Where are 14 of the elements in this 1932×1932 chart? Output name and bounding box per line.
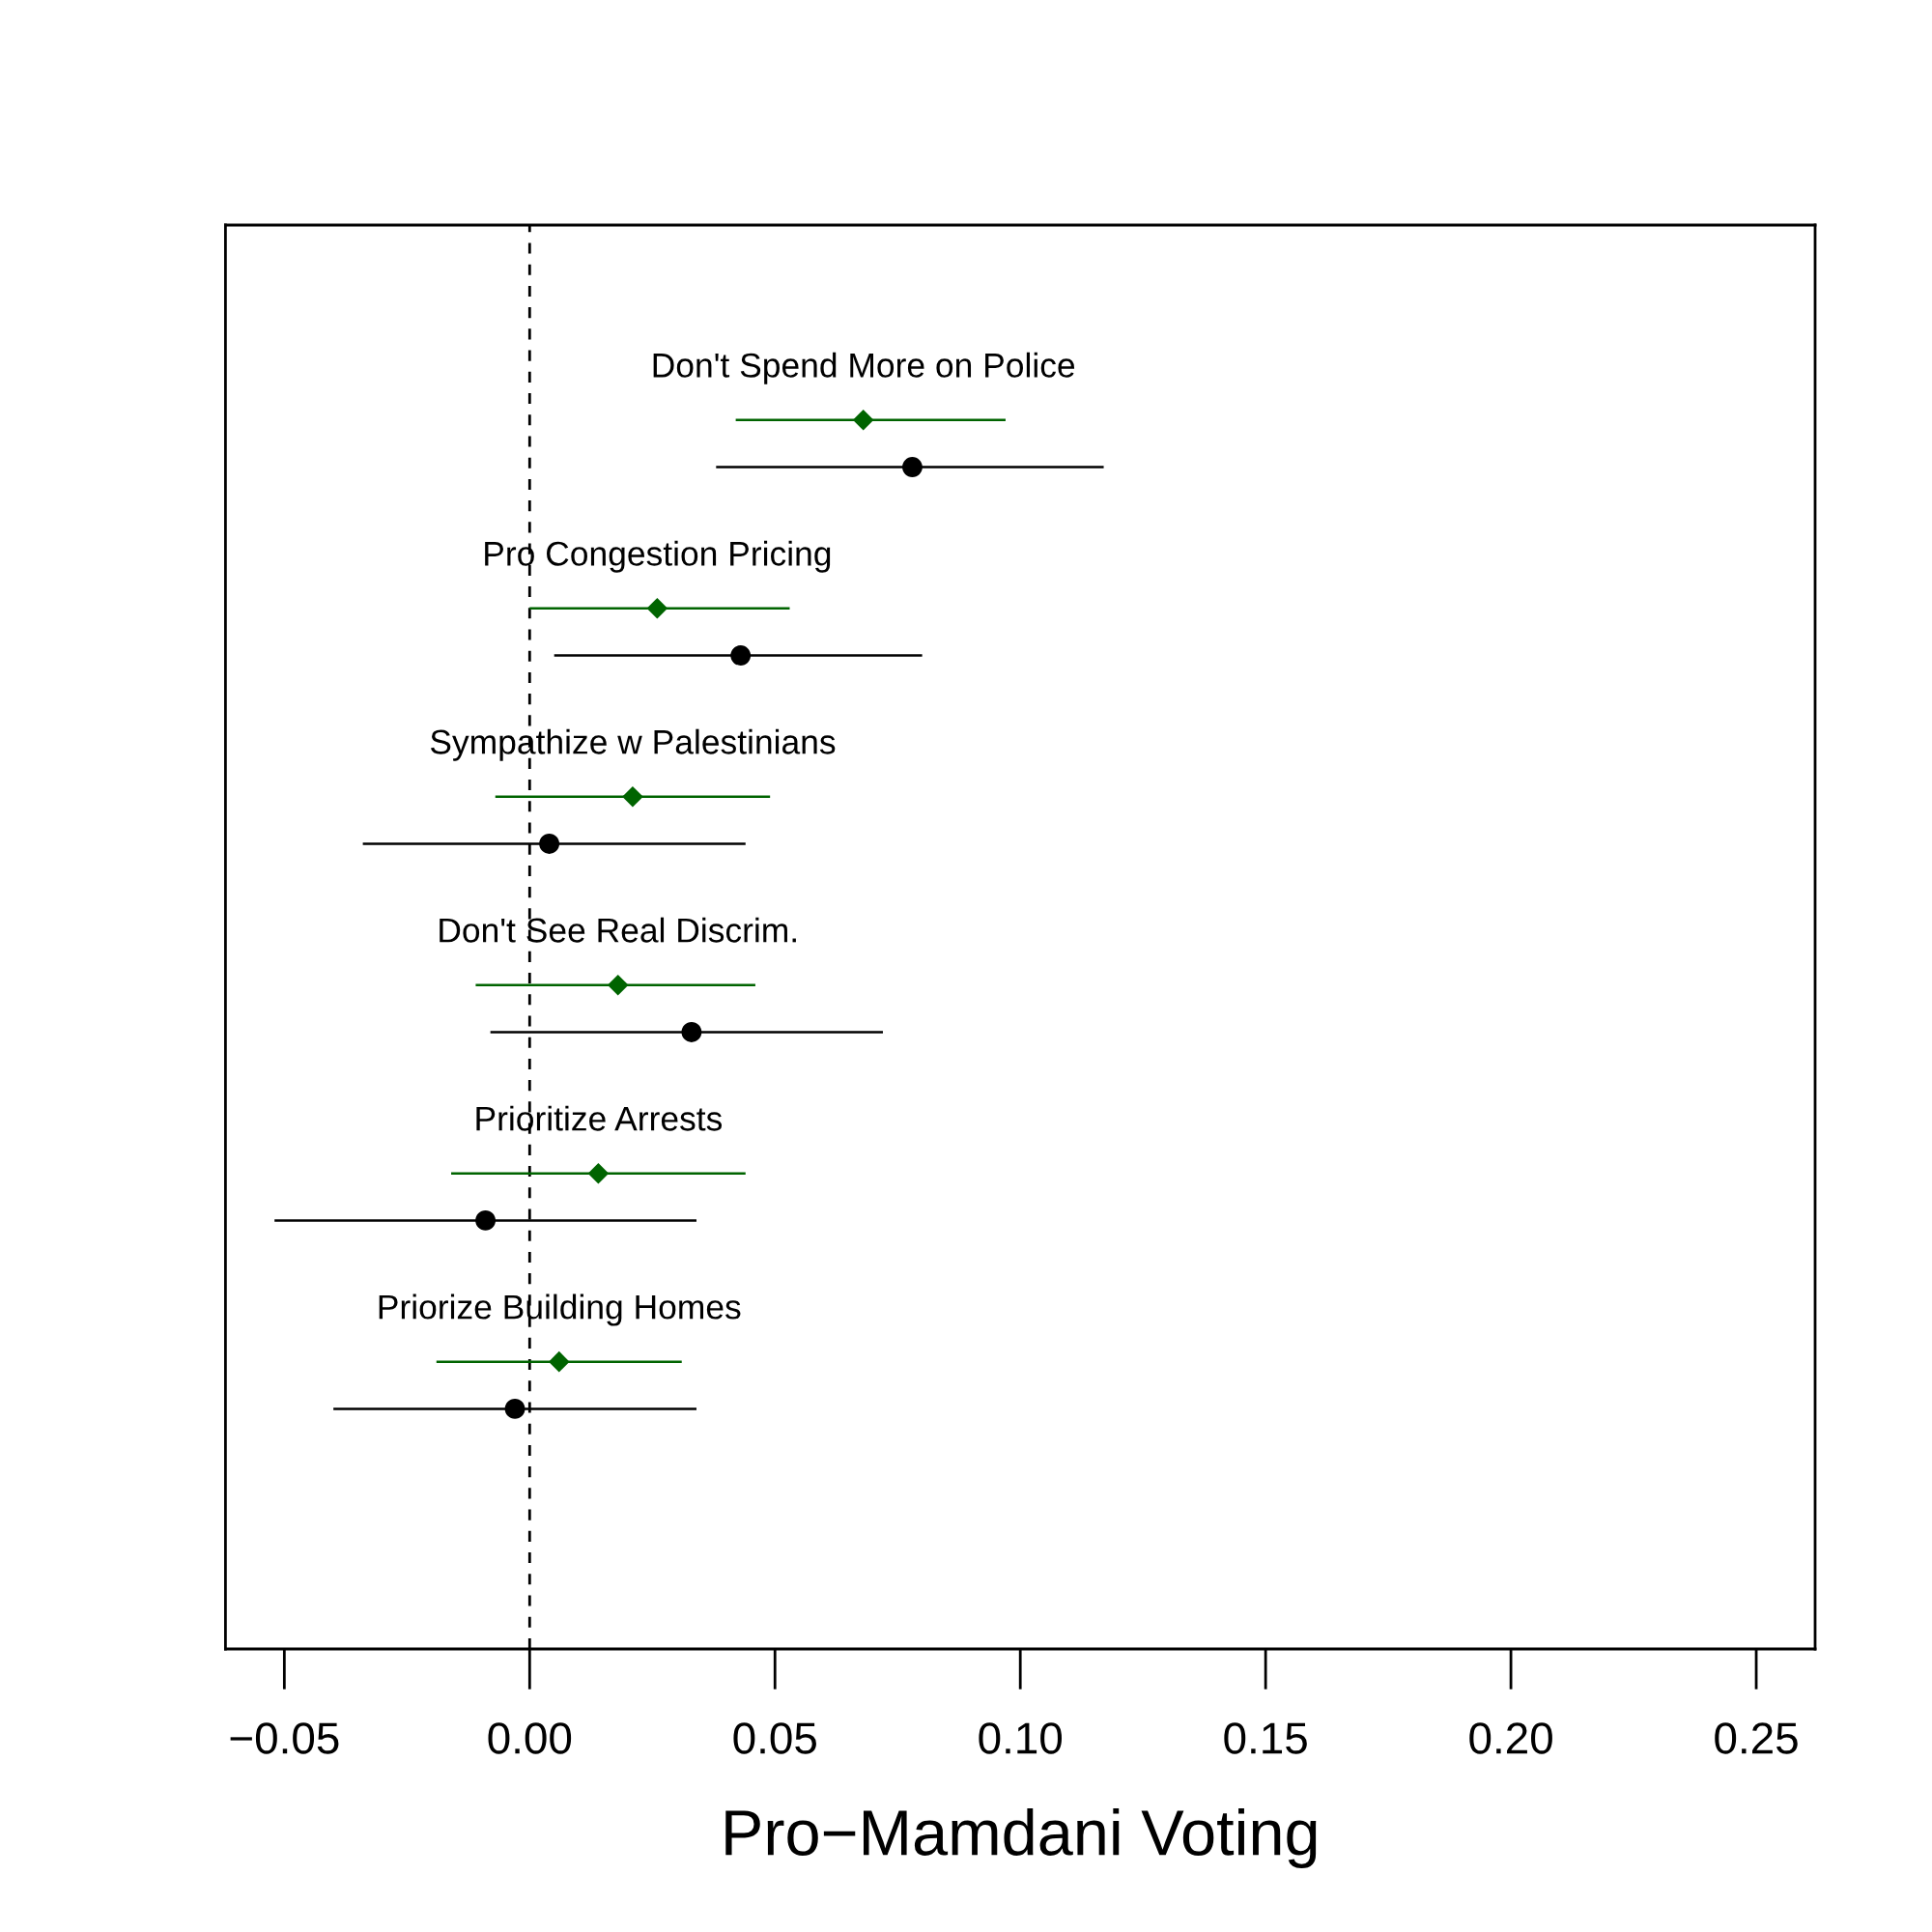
y-tick-label: Priorize Building Homes [379,1293,741,1326]
x-axis-title: Pro−Mamdani Voting [725,1807,1317,1869]
x-tick-label: 0.10 [979,1722,1063,1754]
x-tick-label: 0.25 [1715,1722,1798,1754]
x-tick-label: −0.05 [230,1722,339,1754]
y-tick-label: Prioritize Arrests [476,1105,723,1131]
y-tick-label: Don't See Real Discrim. [440,917,796,943]
x-tick-label: 0.00 [488,1722,572,1754]
y-tick-label: Don't Spend More on Police [653,352,1075,384]
x-tick-label: 0.15 [1224,1722,1307,1754]
y-tick-label: Sympathize w Palestinians [430,728,836,761]
x-tick-label: 0.05 [733,1722,816,1754]
y-tick-label: Pro Congestion Pricing [485,540,831,573]
x-tick-label: 0.20 [1469,1722,1552,1754]
